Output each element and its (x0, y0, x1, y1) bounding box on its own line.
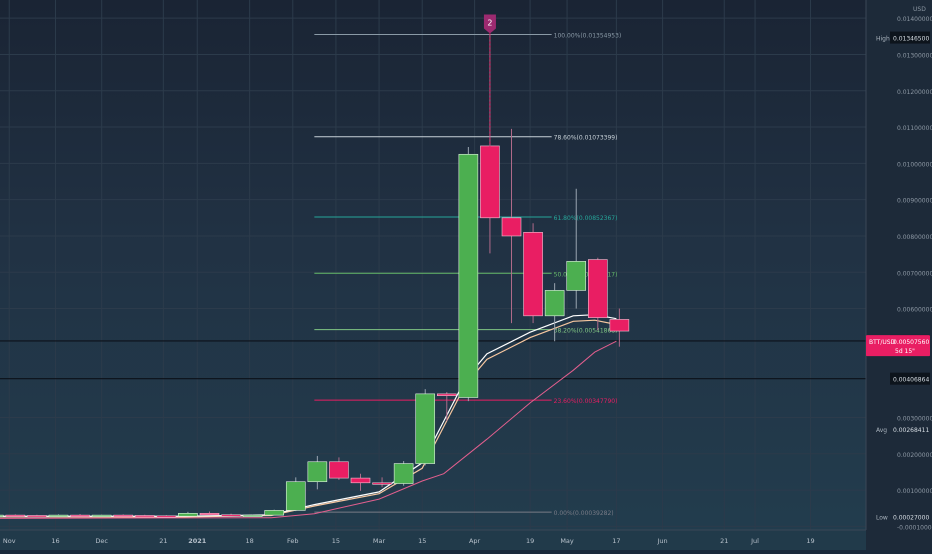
y-tick-label: 0.00600000 (897, 307, 932, 314)
fib-level-label: 23.60%(0.00347790) (554, 398, 618, 405)
y-tick-label: 0.00100000 (897, 488, 932, 495)
fib-level-label: 38.20%(0.00541868) (554, 328, 618, 335)
candle-body[interactable] (415, 393, 436, 464)
y-tick-label: 0.00300000 (897, 415, 932, 422)
x-tick-label: 18 (245, 537, 253, 545)
x-tick-label: 15 (418, 537, 426, 545)
x-tick-label: 21 (159, 537, 167, 545)
candle-body[interactable] (372, 482, 392, 485)
candle-body[interactable] (544, 290, 565, 317)
candle-body[interactable] (156, 515, 177, 518)
x-tick-label: 19 (526, 537, 534, 545)
candle-body[interactable] (264, 510, 285, 516)
x-tick-label: Jul (750, 537, 759, 545)
axis-marker-box (890, 510, 930, 523)
axis-marker-value: 0.00268411 (893, 427, 929, 434)
ma-fast-line (0, 314, 617, 517)
y-tick-label: 0.00200000 (897, 452, 932, 459)
candle-body[interactable] (178, 513, 198, 517)
candle-body[interactable] (523, 232, 543, 317)
last-price-symbol: BTT/USD (869, 339, 896, 346)
axis-marker-value: 0.00027000 (893, 515, 929, 522)
axis-marker-box (890, 31, 930, 44)
y-tick-label: 0.01300000 (897, 52, 932, 59)
candle-body[interactable] (350, 477, 371, 484)
candle-body[interactable] (329, 461, 349, 479)
x-tick-label: 19 (806, 537, 814, 545)
y-tick-label: 0.01200000 (897, 89, 932, 96)
candle-body[interactable] (480, 145, 500, 219)
candle-body[interactable] (307, 461, 328, 483)
candle-body[interactable] (221, 514, 241, 517)
x-tick-label: Dec (95, 537, 108, 545)
axis-marker-value: 0.00406864 (893, 377, 929, 384)
axis-marker-name: Low (876, 515, 888, 522)
x-tick-label: 21 (720, 537, 728, 545)
candle-body[interactable] (587, 259, 608, 318)
fib-level-label: 100.00%(0.01354953) (554, 33, 622, 40)
y-tick-label: -0.00010000 (897, 524, 932, 531)
fib-level-label: 61.80%(0.00852367) (554, 215, 618, 222)
ma-mid-line (0, 319, 617, 518)
event-marker-flag[interactable] (483, 14, 496, 34)
x-tick-label: 17 (612, 537, 620, 545)
fib-level-label: 0.00%(0.00039282) (554, 510, 614, 517)
x-tick-label: May (560, 537, 574, 545)
x-tick-label: 16 (51, 537, 59, 545)
candle-body[interactable] (609, 319, 630, 332)
candle-body[interactable] (48, 514, 69, 517)
axis-marker-value: 0.01346500 (893, 36, 929, 43)
candle-body[interactable] (199, 513, 220, 516)
time-axis-panel (0, 530, 866, 550)
axis-marker-box (890, 372, 930, 385)
y-tick-label: 0.00900000 (897, 198, 932, 205)
candle-body[interactable] (0, 514, 4, 517)
ma-slow-line (0, 340, 617, 519)
candle-body[interactable] (5, 514, 26, 517)
candle-body[interactable] (458, 153, 479, 398)
y-tick-label: 0.01000000 (897, 161, 932, 168)
x-tick-label: 2021 (188, 537, 207, 545)
axis-marker-box (890, 422, 930, 435)
axis-marker-name: High (876, 36, 890, 43)
x-tick-label: Feb (287, 537, 299, 545)
candle-body[interactable] (91, 514, 112, 517)
y-tick-label: 0.01400000 (897, 16, 932, 23)
axis-marker-name: Avg (876, 427, 887, 434)
x-tick-label: Mar (373, 537, 386, 545)
candle-body[interactable] (436, 393, 457, 396)
x-tick-label: Nov (3, 537, 16, 545)
candle-body[interactable] (242, 514, 263, 517)
candle-body[interactable] (285, 481, 306, 511)
currency-label: USD (913, 6, 926, 13)
last-price-badge[interactable] (866, 335, 930, 357)
candle-body[interactable] (70, 514, 90, 517)
candle-body[interactable] (501, 217, 522, 237)
event-marker-label: 2 (487, 18, 492, 27)
candle-body[interactable] (566, 261, 587, 291)
candle-body[interactable] (134, 515, 155, 518)
x-tick-label: 15 (332, 537, 340, 545)
price-axis-panel (866, 0, 932, 550)
y-tick-label: 0.00700000 (897, 270, 932, 277)
x-tick-label: Apr (469, 537, 481, 545)
last-price-value: 0.00507560 (893, 339, 929, 346)
x-tick-label: Jun (657, 537, 668, 545)
candle-body[interactable] (393, 463, 414, 484)
y-tick-label: 0.01100000 (897, 125, 932, 132)
bar-countdown: 5d 15" (895, 348, 915, 355)
fib-level-label: 78.60%(0.01073399) (554, 135, 618, 142)
y-tick-label: 0.00800000 (897, 234, 932, 241)
candle-body[interactable] (113, 514, 133, 517)
candle-body[interactable] (27, 515, 47, 518)
